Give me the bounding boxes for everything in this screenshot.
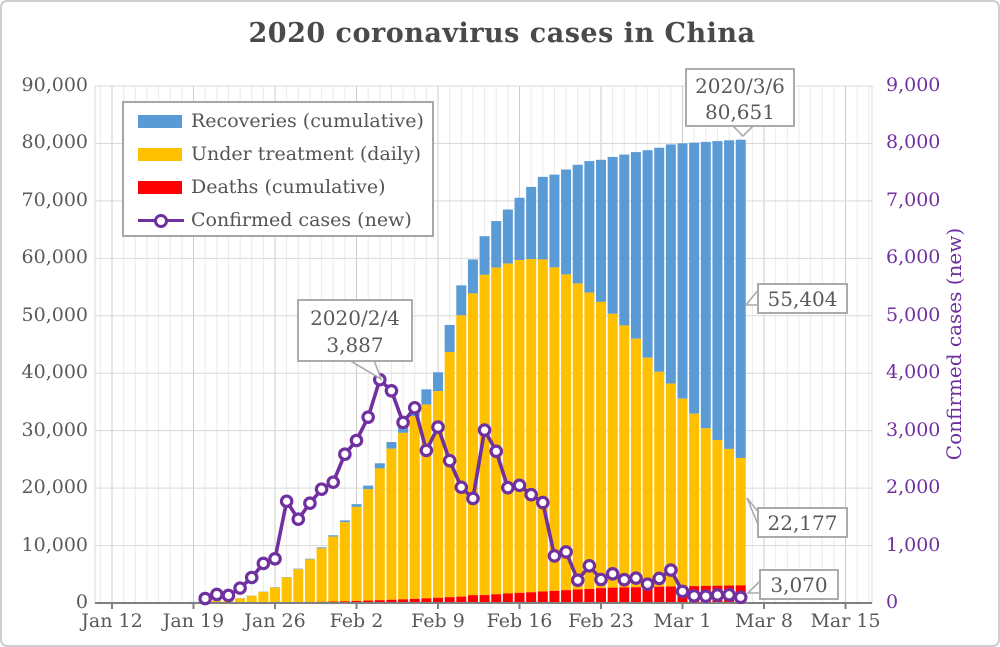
under-treatment-swatch-icon: [138, 147, 182, 161]
line-marker-swatch-icon: [138, 213, 184, 228]
x-axis-tick: Mar 15: [810, 610, 881, 632]
left-axis-tick: 80,000: [21, 131, 88, 154]
callout-peak-feb4: 2020/2/4 3,887: [297, 299, 413, 362]
chart-title: 2020 coronavirus cases in China: [248, 18, 756, 49]
x-axis-tick: Jan 19: [162, 610, 225, 632]
legend-label: Deaths (cumulative): [191, 176, 386, 198]
right-axis-tick: 8,000: [886, 131, 941, 154]
right-axis-tick: 5,000: [886, 304, 941, 327]
left-axis-tick: 40,000: [21, 361, 88, 384]
deaths-swatch-icon: [138, 180, 182, 194]
x-axis-tick: Jan 12: [81, 610, 143, 632]
x-axis-tick: Feb 16: [486, 610, 553, 632]
x-axis-tick: Feb 2: [329, 610, 384, 632]
x-axis-tick: Feb 9: [411, 610, 465, 632]
right-axis-tick: 0: [886, 591, 899, 614]
callout-date: 2020/3/6: [695, 74, 785, 98]
right-axis-title: Confirmed cases (new): [942, 227, 966, 461]
right-axis-tick: 2,000: [886, 476, 941, 499]
left-axis-tick: 50,000: [21, 304, 88, 327]
x-axis-tick: Feb 23: [568, 610, 634, 632]
x-axis-tick: Mar 8: [735, 610, 793, 632]
left-axis-tick: 90,000: [21, 74, 88, 97]
x-axis-line: [95, 602, 872, 609]
left-axis-tick: 60,000: [21, 246, 88, 269]
legend: Recoveries (cumulative) Under treatment …: [122, 101, 434, 237]
x-axis-tick: Mar 1: [653, 610, 712, 632]
legend-item-confirmed-new: Confirmed cases (new): [138, 208, 412, 232]
left-axis-tick: 10,000: [21, 534, 88, 557]
left-axis-tick: 0: [75, 591, 88, 614]
callout-date: 2020/2/4: [310, 306, 400, 330]
callout-pointers: [346, 124, 762, 594]
left-axis-tick: 70,000: [21, 189, 88, 212]
callout-value: 3,887: [326, 333, 384, 357]
legend-label: Recoveries (cumulative): [191, 110, 424, 132]
callout-value: 80,651: [705, 100, 775, 124]
legend-item-deaths: Deaths (cumulative): [138, 175, 386, 199]
callout-under-treatment-value: 22,177: [757, 507, 848, 538]
recoveries-swatch-icon: [138, 114, 182, 128]
right-axis-tick: 6,000: [886, 246, 941, 269]
x-axis-tick: Jan 26: [244, 610, 306, 632]
legend-label: Under treatment (daily): [191, 143, 422, 165]
right-axis-tick: 3,000: [886, 419, 941, 442]
right-axis-tick: 9,000: [886, 74, 941, 97]
left-axis-tick: 20,000: [21, 476, 88, 499]
callout-recoveries-value: 55,404: [757, 283, 848, 314]
legend-item-under-treatment: Under treatment (daily): [138, 142, 421, 166]
right-axis-tick: 1,000: [886, 534, 941, 557]
callout-deaths-value: 3,070: [759, 569, 839, 600]
left-axis-tick: 30,000: [21, 419, 88, 442]
legend-item-recoveries: Recoveries (cumulative): [138, 109, 424, 133]
right-axis-tick: 7,000: [886, 189, 941, 212]
callout-total-mar6: 2020/3/6 80,651: [685, 68, 795, 127]
right-axis-tick: 4,000: [886, 361, 941, 384]
legend-label: Confirmed cases (new): [191, 209, 412, 231]
